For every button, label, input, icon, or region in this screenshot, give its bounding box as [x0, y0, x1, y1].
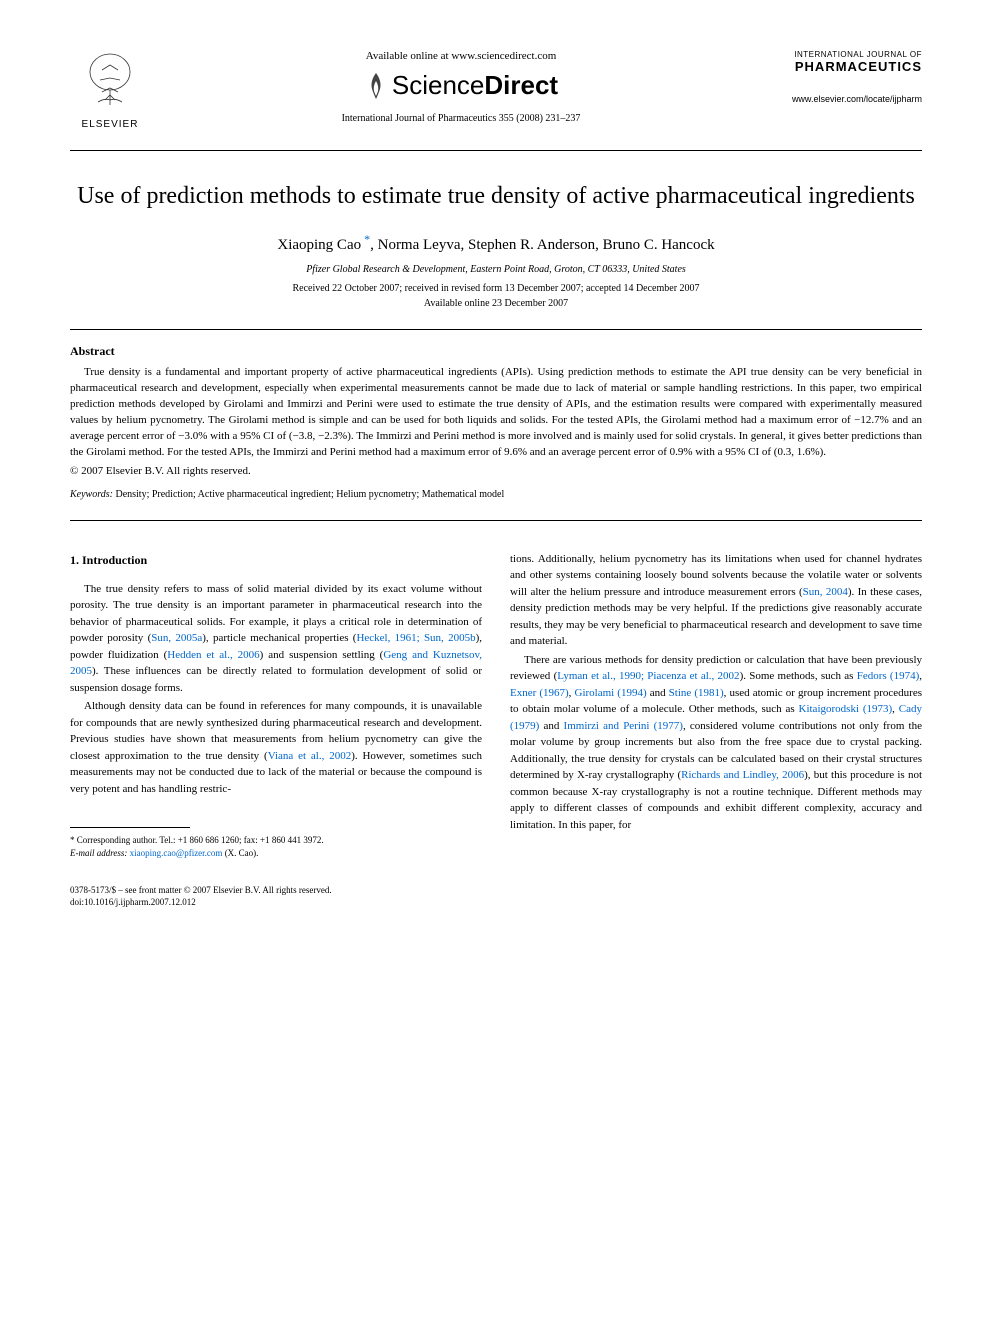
citation-link[interactable]: Stine (1981) — [669, 687, 724, 699]
journal-logo-bottom: PHARMACEUTICS — [772, 59, 922, 74]
affiliation: Pfizer Global Research & Development, Ea… — [70, 264, 922, 275]
citation-link[interactable]: Viana et al., 2002 — [268, 750, 352, 762]
citation-link[interactable]: Immirzi and Perini (1977) — [564, 720, 683, 732]
header-divider — [70, 150, 922, 151]
keywords-text: Density; Prediction; Active pharmaceutic… — [113, 489, 504, 500]
abstract-top-divider — [70, 329, 922, 330]
journal-citation: International Journal of Pharmaceutics 3… — [170, 113, 752, 124]
journal-logo: INTERNATIONAL JOURNAL OF PHARMACEUTICS w… — [772, 50, 922, 104]
left-column: 1. Introduction The true density refers … — [70, 551, 482, 860]
dates-received: Received 22 October 2007; received in re… — [70, 283, 922, 294]
sciencedirect-flame-icon — [364, 71, 388, 101]
dates-available: Available online 23 December 2007 — [70, 298, 922, 309]
abstract-copyright: © 2007 Elsevier B.V. All rights reserved… — [70, 465, 922, 477]
footer-doi: doi:10.1016/j.ijpharm.2007.12.012 — [70, 896, 922, 909]
email-link[interactable]: xiaoping.cao@pfizer.com — [130, 848, 223, 858]
citation-link[interactable]: Fedors (1974) — [857, 670, 920, 682]
available-online-text: Available online at www.sciencedirect.co… — [170, 50, 752, 62]
header-row: ELSEVIER Available online at www.science… — [70, 50, 922, 130]
footer-front-matter: 0378-5173/$ – see front matter © 2007 El… — [70, 884, 922, 897]
authors-line: Xiaoping Cao *, Norma Leyva, Stephen R. … — [70, 232, 922, 254]
other-authors: , Norma Leyva, Stephen R. Anderson, Brun… — [370, 237, 715, 253]
email-author: (X. Cao). — [222, 848, 258, 858]
sciencedirect-logo: ScienceDirect — [170, 70, 752, 101]
section-1-heading: 1. Introduction — [70, 551, 482, 569]
citation-link[interactable]: Lyman et al., 1990; Piacenza et al., 200… — [557, 670, 739, 682]
right-column: tions. Additionally, helium pycnometry h… — [510, 551, 922, 860]
journal-logo-top: INTERNATIONAL JOURNAL OF — [772, 50, 922, 59]
paragraph-2: Although density data can be found in re… — [70, 698, 482, 797]
citation-link[interactable]: Heckel, 1961; Sun, 2005b — [356, 632, 475, 644]
citation-link[interactable]: Kitaigorodski (1973) — [799, 703, 893, 715]
abstract-bottom-divider — [70, 520, 922, 521]
citation-link[interactable]: Hedden et al., 2006 — [167, 649, 259, 661]
footnote-divider — [70, 827, 190, 828]
journal-url: www.elsevier.com/locate/ijpharm — [772, 94, 922, 104]
paragraph-3: tions. Additionally, helium pycnometry h… — [510, 551, 922, 650]
elsevier-label: ELSEVIER — [70, 119, 150, 130]
elsevier-tree-icon — [80, 50, 140, 110]
citation-link[interactable]: Sun, 2005a — [151, 632, 202, 644]
corresponding-footnote: * Corresponding author. Tel.: +1 860 686… — [70, 834, 482, 847]
citation-link[interactable]: Girolami (1994) — [575, 687, 647, 699]
keywords-line: Keywords: Density; Prediction; Active ph… — [70, 489, 922, 500]
citation-link[interactable]: Exner (1967) — [510, 687, 569, 699]
page-footer: 0378-5173/$ – see front matter © 2007 El… — [70, 884, 922, 909]
elsevier-logo: ELSEVIER — [70, 50, 150, 130]
email-label: E-mail address: — [70, 848, 127, 858]
abstract-text: True density is a fundamental and import… — [70, 365, 922, 461]
sciencedirect-text: ScienceDirect — [392, 70, 558, 101]
paragraph-1: The true density refers to mass of solid… — [70, 581, 482, 697]
paragraph-4: There are various methods for density pr… — [510, 652, 922, 834]
article-title: Use of prediction methods to estimate tr… — [70, 181, 922, 212]
citation-link[interactable]: Sun, 2004 — [803, 586, 848, 598]
body-columns: 1. Introduction The true density refers … — [70, 551, 922, 860]
email-footnote: E-mail address: xiaoping.cao@pfizer.com … — [70, 847, 482, 860]
abstract-heading: Abstract — [70, 344, 922, 359]
keywords-label: Keywords: — [70, 489, 113, 500]
center-header: Available online at www.sciencedirect.co… — [150, 50, 772, 124]
citation-link[interactable]: Richards and Lindley, 2006 — [681, 769, 804, 781]
first-author: Xiaoping Cao — [277, 237, 361, 253]
corresponding-mark: * — [361, 232, 370, 246]
